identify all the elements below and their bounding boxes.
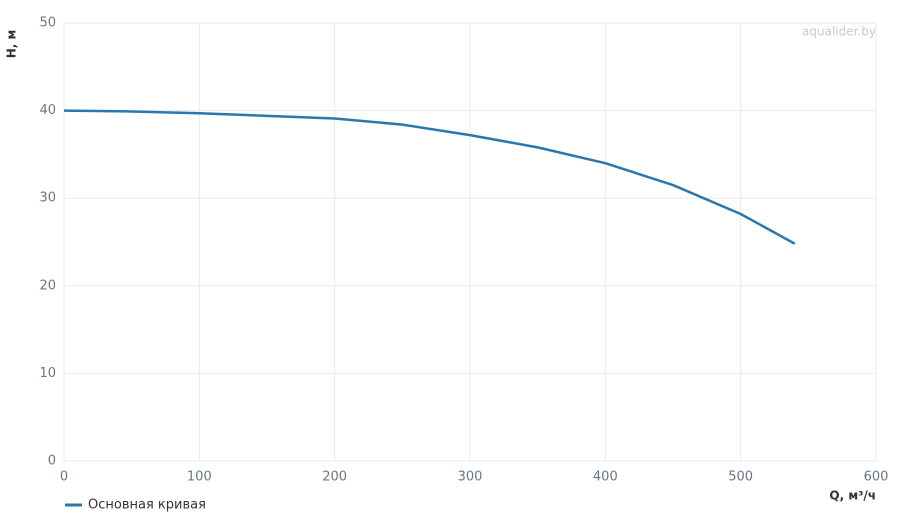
x-tick-label: 500 xyxy=(728,470,753,485)
line-series xyxy=(63,109,796,245)
x-tick-label: 600 xyxy=(864,470,889,485)
x-tick-label: 300 xyxy=(458,470,483,485)
x-tick-label: 400 xyxy=(593,470,618,485)
y-tick-label: 0 xyxy=(48,454,56,469)
y-tick-label: 20 xyxy=(39,278,56,293)
y-tick-label: 30 xyxy=(39,191,56,206)
watermark: aqualider.by xyxy=(802,25,876,39)
legend-label: Основная кривая xyxy=(88,498,206,513)
y-tick-label: 10 xyxy=(39,366,56,381)
x-tick-label: 100 xyxy=(187,470,212,485)
y-tick-label: 40 xyxy=(39,103,56,118)
x-axis-label: Q, м³/ч xyxy=(829,489,876,503)
x-tick-label: 0 xyxy=(60,470,68,485)
y-axis-label: H, м xyxy=(5,30,19,59)
y-tick-label: 50 xyxy=(39,16,56,31)
x-tick-label: 200 xyxy=(322,470,347,485)
